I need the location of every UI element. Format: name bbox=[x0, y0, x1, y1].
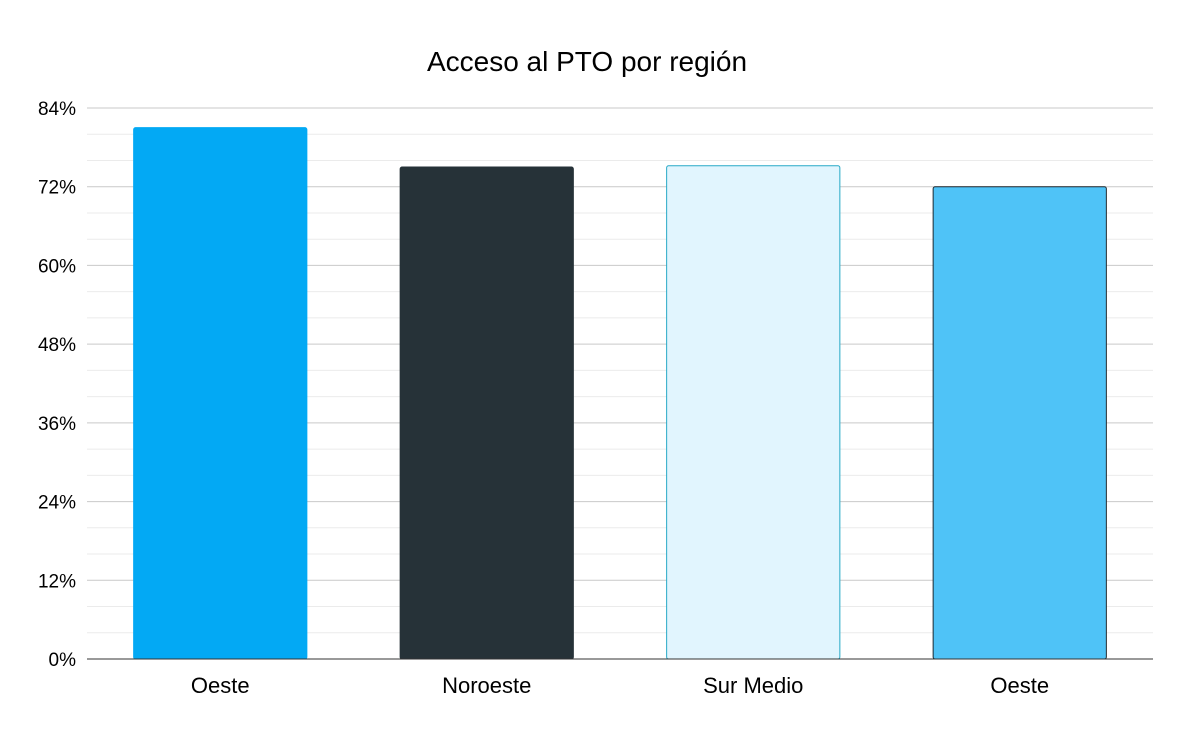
x-tick-label: Noroeste bbox=[442, 673, 531, 698]
bar-2 bbox=[399, 166, 574, 660]
x-axis-tick-labels: Oeste Noroeste Sur Medio Oeste bbox=[191, 673, 1049, 698]
bar-1 bbox=[133, 127, 308, 660]
y-axis-tick-labels: 0% 12% 24% 36% 48% 60% 72% 84% bbox=[38, 99, 76, 671]
chart-title: Acceso al PTO por región bbox=[427, 46, 747, 77]
y-tick-label: 84% bbox=[38, 99, 76, 120]
y-tick-label: 24% bbox=[38, 493, 76, 514]
x-tick-label: Sur Medio bbox=[703, 673, 803, 698]
bar-4 bbox=[932, 186, 1107, 660]
x-tick-label: Oeste bbox=[191, 673, 250, 698]
x-tick-label: Oeste bbox=[990, 673, 1049, 698]
y-tick-label: 0% bbox=[49, 650, 77, 671]
y-tick-label: 12% bbox=[38, 571, 76, 592]
y-tick-label: 72% bbox=[38, 178, 76, 199]
y-tick-label: 60% bbox=[38, 256, 76, 277]
bars bbox=[133, 127, 1107, 660]
bar-3 bbox=[666, 165, 841, 660]
y-tick-label: 48% bbox=[38, 335, 76, 356]
y-tick-label: 36% bbox=[38, 414, 76, 435]
